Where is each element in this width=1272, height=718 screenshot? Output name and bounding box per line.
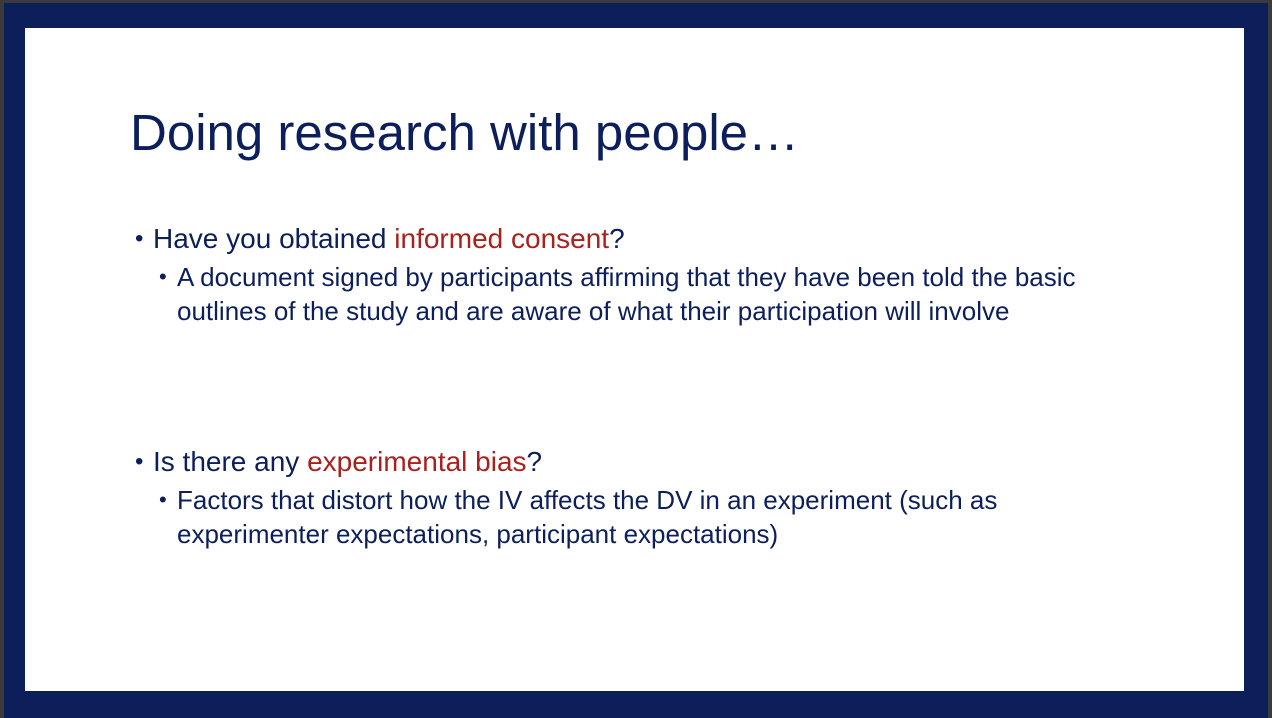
bullet-group-informed-consent: Have you obtained informed consent? A do… <box>135 222 1145 328</box>
bullet-informed-consent: Have you obtained informed consent? <box>135 222 1145 256</box>
highlight-experimental-bias: experimental bias <box>307 446 527 477</box>
bullet-prefix: Is there any <box>153 446 308 477</box>
bullet-suffix: ? <box>609 223 625 254</box>
sub-bullet-informed-consent: A document signed by participants affirm… <box>159 260 1145 328</box>
bullet-experimental-bias: Is there any experimental bias? <box>135 445 1145 479</box>
window-edge-left <box>0 0 4 718</box>
window-edge-top <box>0 0 1272 3</box>
bullet-prefix: Have you obtained <box>153 223 395 254</box>
highlight-informed-consent: informed consent <box>394 223 610 254</box>
slide-canvas: Doing research with people… Have you obt… <box>25 28 1244 691</box>
bullet-group-experimental-bias: Is there any experimental bias? Factors … <box>135 445 1145 551</box>
sub-bullet-experimental-bias: Factors that distort how the IV affects … <box>159 483 1145 551</box>
bullet-suffix: ? <box>526 446 543 477</box>
slide-title: Doing research with people… <box>130 104 800 161</box>
window-edge-right <box>1268 0 1272 718</box>
